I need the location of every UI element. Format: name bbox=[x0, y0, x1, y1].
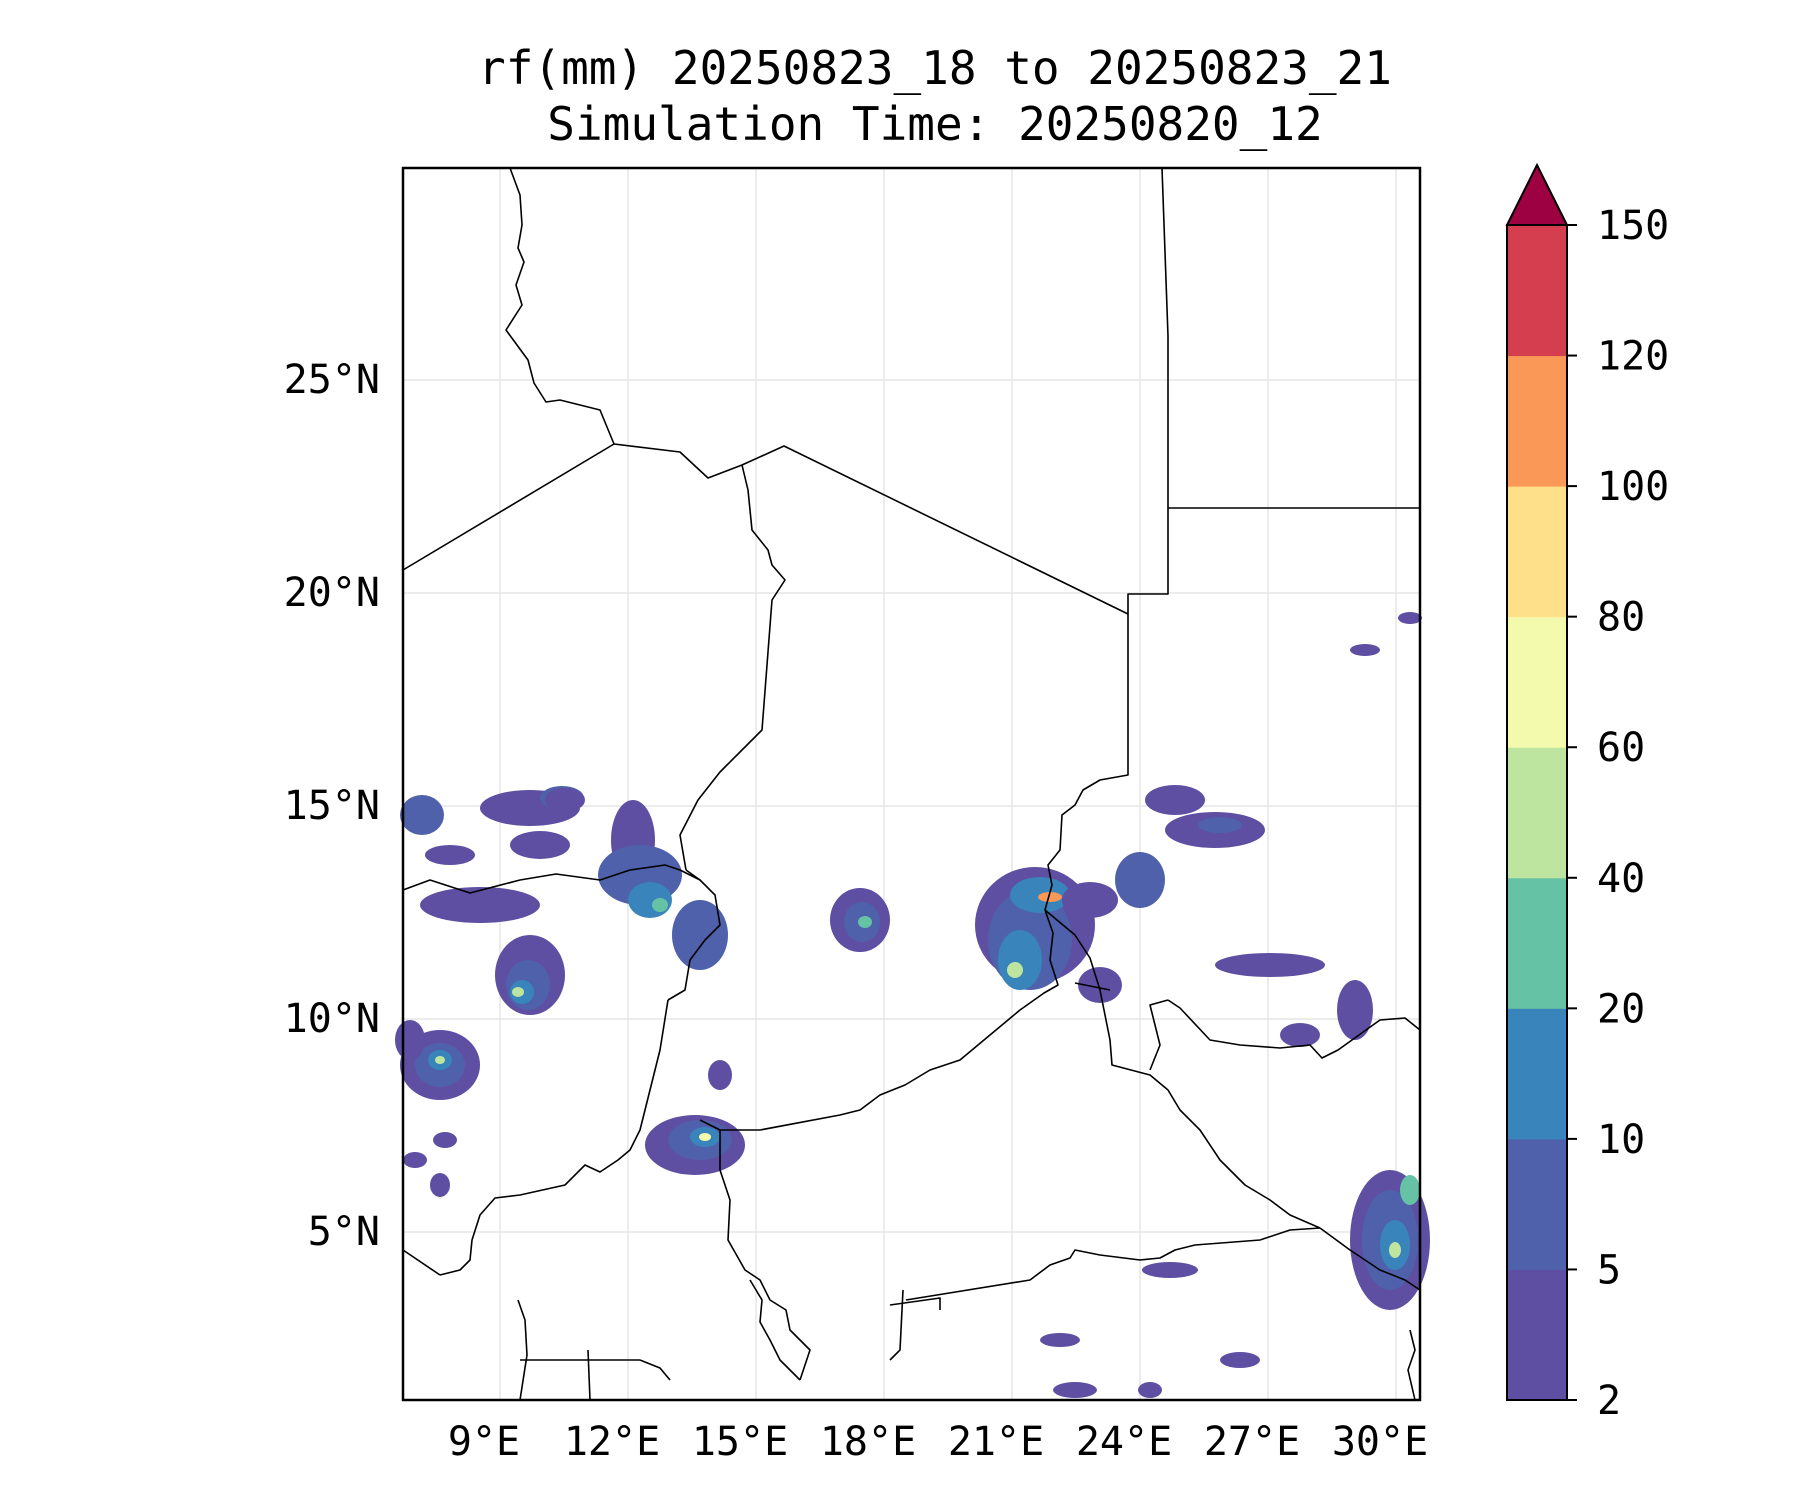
rainfall-patch bbox=[699, 1133, 711, 1141]
colorbar-segment bbox=[1507, 616, 1567, 748]
colorbar-segment bbox=[1507, 877, 1567, 1009]
rainfall-patch bbox=[1145, 785, 1205, 815]
colorbar-tick-label: 10 bbox=[1597, 1117, 1645, 1163]
map-frame bbox=[401, 166, 1422, 1402]
colorbar-segment bbox=[1507, 1138, 1567, 1270]
rainfall-patch bbox=[1138, 1382, 1162, 1398]
rainfall-patch bbox=[430, 1173, 450, 1197]
colorbar-tick-label: 150 bbox=[1597, 203, 1669, 249]
colorbar-segment bbox=[1507, 747, 1567, 879]
country-borders bbox=[402, 167, 1421, 1401]
rainfall-patch bbox=[1400, 1175, 1420, 1205]
rainfall-patch bbox=[708, 1060, 732, 1090]
lon-tick-label: 9°E bbox=[448, 1419, 520, 1465]
rainfall-patch bbox=[1078, 967, 1122, 1003]
rainfall-patch bbox=[1040, 1333, 1080, 1347]
colorbar-tick-label: 120 bbox=[1597, 334, 1669, 380]
lon-tick-label: 21°E bbox=[948, 1419, 1044, 1465]
rainfall-patch bbox=[435, 1056, 445, 1064]
rainfall-patch bbox=[1215, 953, 1325, 977]
rainfall-patch bbox=[1220, 1352, 1260, 1368]
colorbar-frame bbox=[1506, 224, 1568, 1401]
rainfall-patch bbox=[1280, 1023, 1320, 1047]
rainfall-patch bbox=[998, 930, 1042, 990]
lon-tick-label: 18°E bbox=[820, 1419, 916, 1465]
lat-tick-label: 25°N bbox=[284, 357, 380, 403]
colorbar-tick-label: 40 bbox=[1597, 856, 1645, 902]
rainfall-patch bbox=[400, 795, 444, 835]
rainfall-patch bbox=[1062, 882, 1118, 918]
colorbar-tick-label: 80 bbox=[1597, 595, 1645, 641]
map-title-line-1: rf(mm) 20250823_18 to 20250823_21 bbox=[478, 41, 1392, 95]
rainfall-patch bbox=[425, 845, 475, 865]
rainfall-patch bbox=[1142, 1262, 1198, 1278]
colorbar-segment bbox=[1507, 1269, 1567, 1401]
rainfall-patch bbox=[395, 1020, 425, 1060]
colorbar-tick-label: 5 bbox=[1597, 1247, 1621, 1293]
rainfall-patch bbox=[1198, 817, 1242, 833]
colorbar-segment bbox=[1507, 225, 1567, 357]
rainfall-patch bbox=[1337, 980, 1373, 1040]
colorbar-tick-label: 100 bbox=[1597, 464, 1669, 510]
colorbar-segment bbox=[1507, 355, 1567, 487]
rainfall-patch bbox=[510, 831, 570, 859]
colorbar-tick-label: 60 bbox=[1597, 725, 1645, 771]
rainfall-patch bbox=[1389, 1242, 1401, 1258]
rainfall-patch bbox=[672, 900, 728, 970]
rainfall-patch bbox=[1115, 852, 1165, 908]
lon-tick-label: 15°E bbox=[692, 1419, 788, 1465]
colorbar-extend-arrow bbox=[1505, 162, 1569, 226]
rainfall-patch bbox=[1038, 892, 1062, 902]
lat-tick-label: 10°N bbox=[284, 996, 380, 1042]
colorbar: 2 5 10 20 40 60 80 100 120 150 bbox=[1505, 162, 1669, 1424]
gridlines bbox=[403, 168, 1420, 1400]
rainfall-patch bbox=[512, 987, 524, 997]
lat-tick-label: 20°N bbox=[284, 570, 380, 616]
lat-tick-label: 5°N bbox=[308, 1209, 380, 1255]
lon-tick-label: 27°E bbox=[1204, 1419, 1300, 1465]
lon-tick-label: 24°E bbox=[1076, 1419, 1172, 1465]
rainfall-patch bbox=[1053, 1382, 1097, 1398]
rainfall-patch bbox=[403, 1152, 427, 1168]
colorbar-segment bbox=[1507, 1008, 1567, 1140]
colorbar-tick-label: 20 bbox=[1597, 986, 1645, 1032]
rainfall-patch bbox=[1398, 612, 1422, 624]
rainfall-patch bbox=[652, 898, 668, 912]
rainfall-patch bbox=[545, 788, 585, 812]
rainfall-field bbox=[395, 612, 1430, 1398]
rainfall-patch bbox=[1007, 962, 1023, 978]
colorbar-tick-label: 2 bbox=[1597, 1378, 1621, 1424]
lon-tick-label: 30°E bbox=[1332, 1419, 1428, 1465]
rainfall-patch bbox=[420, 887, 540, 923]
rainfall-patch bbox=[1350, 644, 1380, 656]
lat-tick-label: 15°N bbox=[284, 783, 380, 829]
colorbar-segment bbox=[1507, 486, 1567, 618]
map-title-line-2: Simulation Time: 20250820_12 bbox=[547, 97, 1323, 151]
lon-tick-label: 12°E bbox=[564, 1419, 660, 1465]
rainfall-patch bbox=[858, 916, 872, 928]
rainfall-patch bbox=[433, 1132, 457, 1148]
